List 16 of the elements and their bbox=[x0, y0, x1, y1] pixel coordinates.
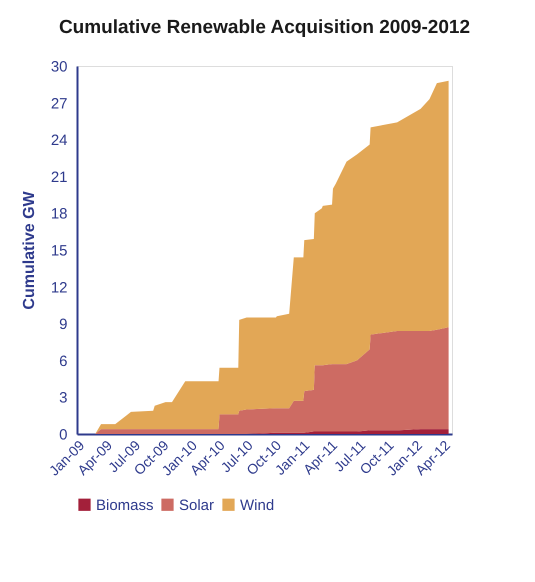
legend-label: Solar bbox=[179, 496, 214, 514]
y-tick-label: 0 bbox=[59, 426, 68, 444]
y-tick-label: 24 bbox=[50, 132, 68, 150]
chart-title: Cumulative Renewable Acquisition 2009-2012 bbox=[58, 17, 470, 38]
y-tick-label: 15 bbox=[50, 242, 68, 260]
y-tick-label: 6 bbox=[59, 352, 68, 370]
legend-label: Wind bbox=[240, 496, 274, 514]
y-tick-label: 3 bbox=[59, 390, 68, 407]
y-tick-label: 18 bbox=[50, 206, 68, 223]
y-tick-label: 9 bbox=[59, 316, 68, 334]
y-tick-label: 30 bbox=[50, 58, 68, 76]
y-tick-label: 12 bbox=[50, 279, 68, 296]
y-tick-label: 27 bbox=[50, 95, 68, 112]
legend-label: Biomass bbox=[96, 496, 154, 514]
y-tick-label: 21 bbox=[50, 168, 68, 186]
y-axis-title: Cumulative GW bbox=[20, 190, 38, 310]
